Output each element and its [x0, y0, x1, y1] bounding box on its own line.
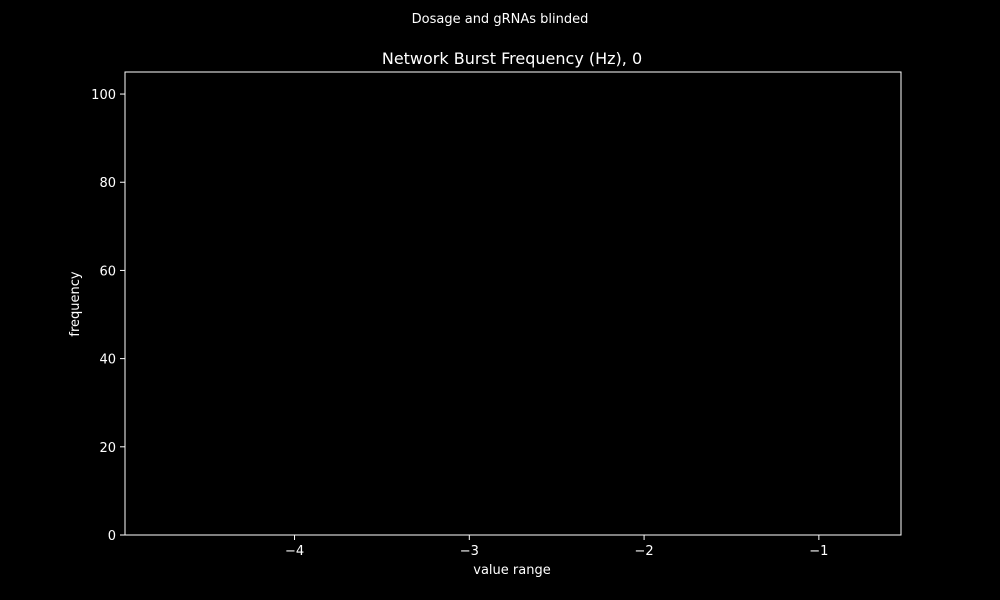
y-tick-label: 40: [99, 353, 116, 368]
x-axis-ticks: −4 −3 −2 −1: [285, 535, 828, 559]
x-axis-label: value range: [473, 563, 550, 578]
y-tick-label: 100: [91, 88, 116, 103]
y-tick-label: 20: [99, 441, 116, 456]
plot-frame: [124, 71, 902, 536]
x-tick-label: −4: [285, 544, 304, 559]
plot-area: [125, 72, 901, 535]
x-tick-label: −3: [460, 544, 479, 559]
y-tick-label: 80: [99, 176, 116, 191]
figure-suptitle: Dosage and gRNAs blinded: [412, 12, 589, 27]
x-tick-label: −1: [809, 544, 828, 559]
y-axis-ticks: 0 20 40 60 80 100: [91, 88, 125, 544]
x-tick-label: −2: [634, 544, 653, 559]
y-tick-label: 0: [108, 529, 116, 544]
y-axis-label: frequency: [68, 271, 83, 337]
chart-title: Network Burst Frequency (Hz), 0: [382, 49, 642, 68]
y-tick-label: 60: [99, 264, 116, 279]
